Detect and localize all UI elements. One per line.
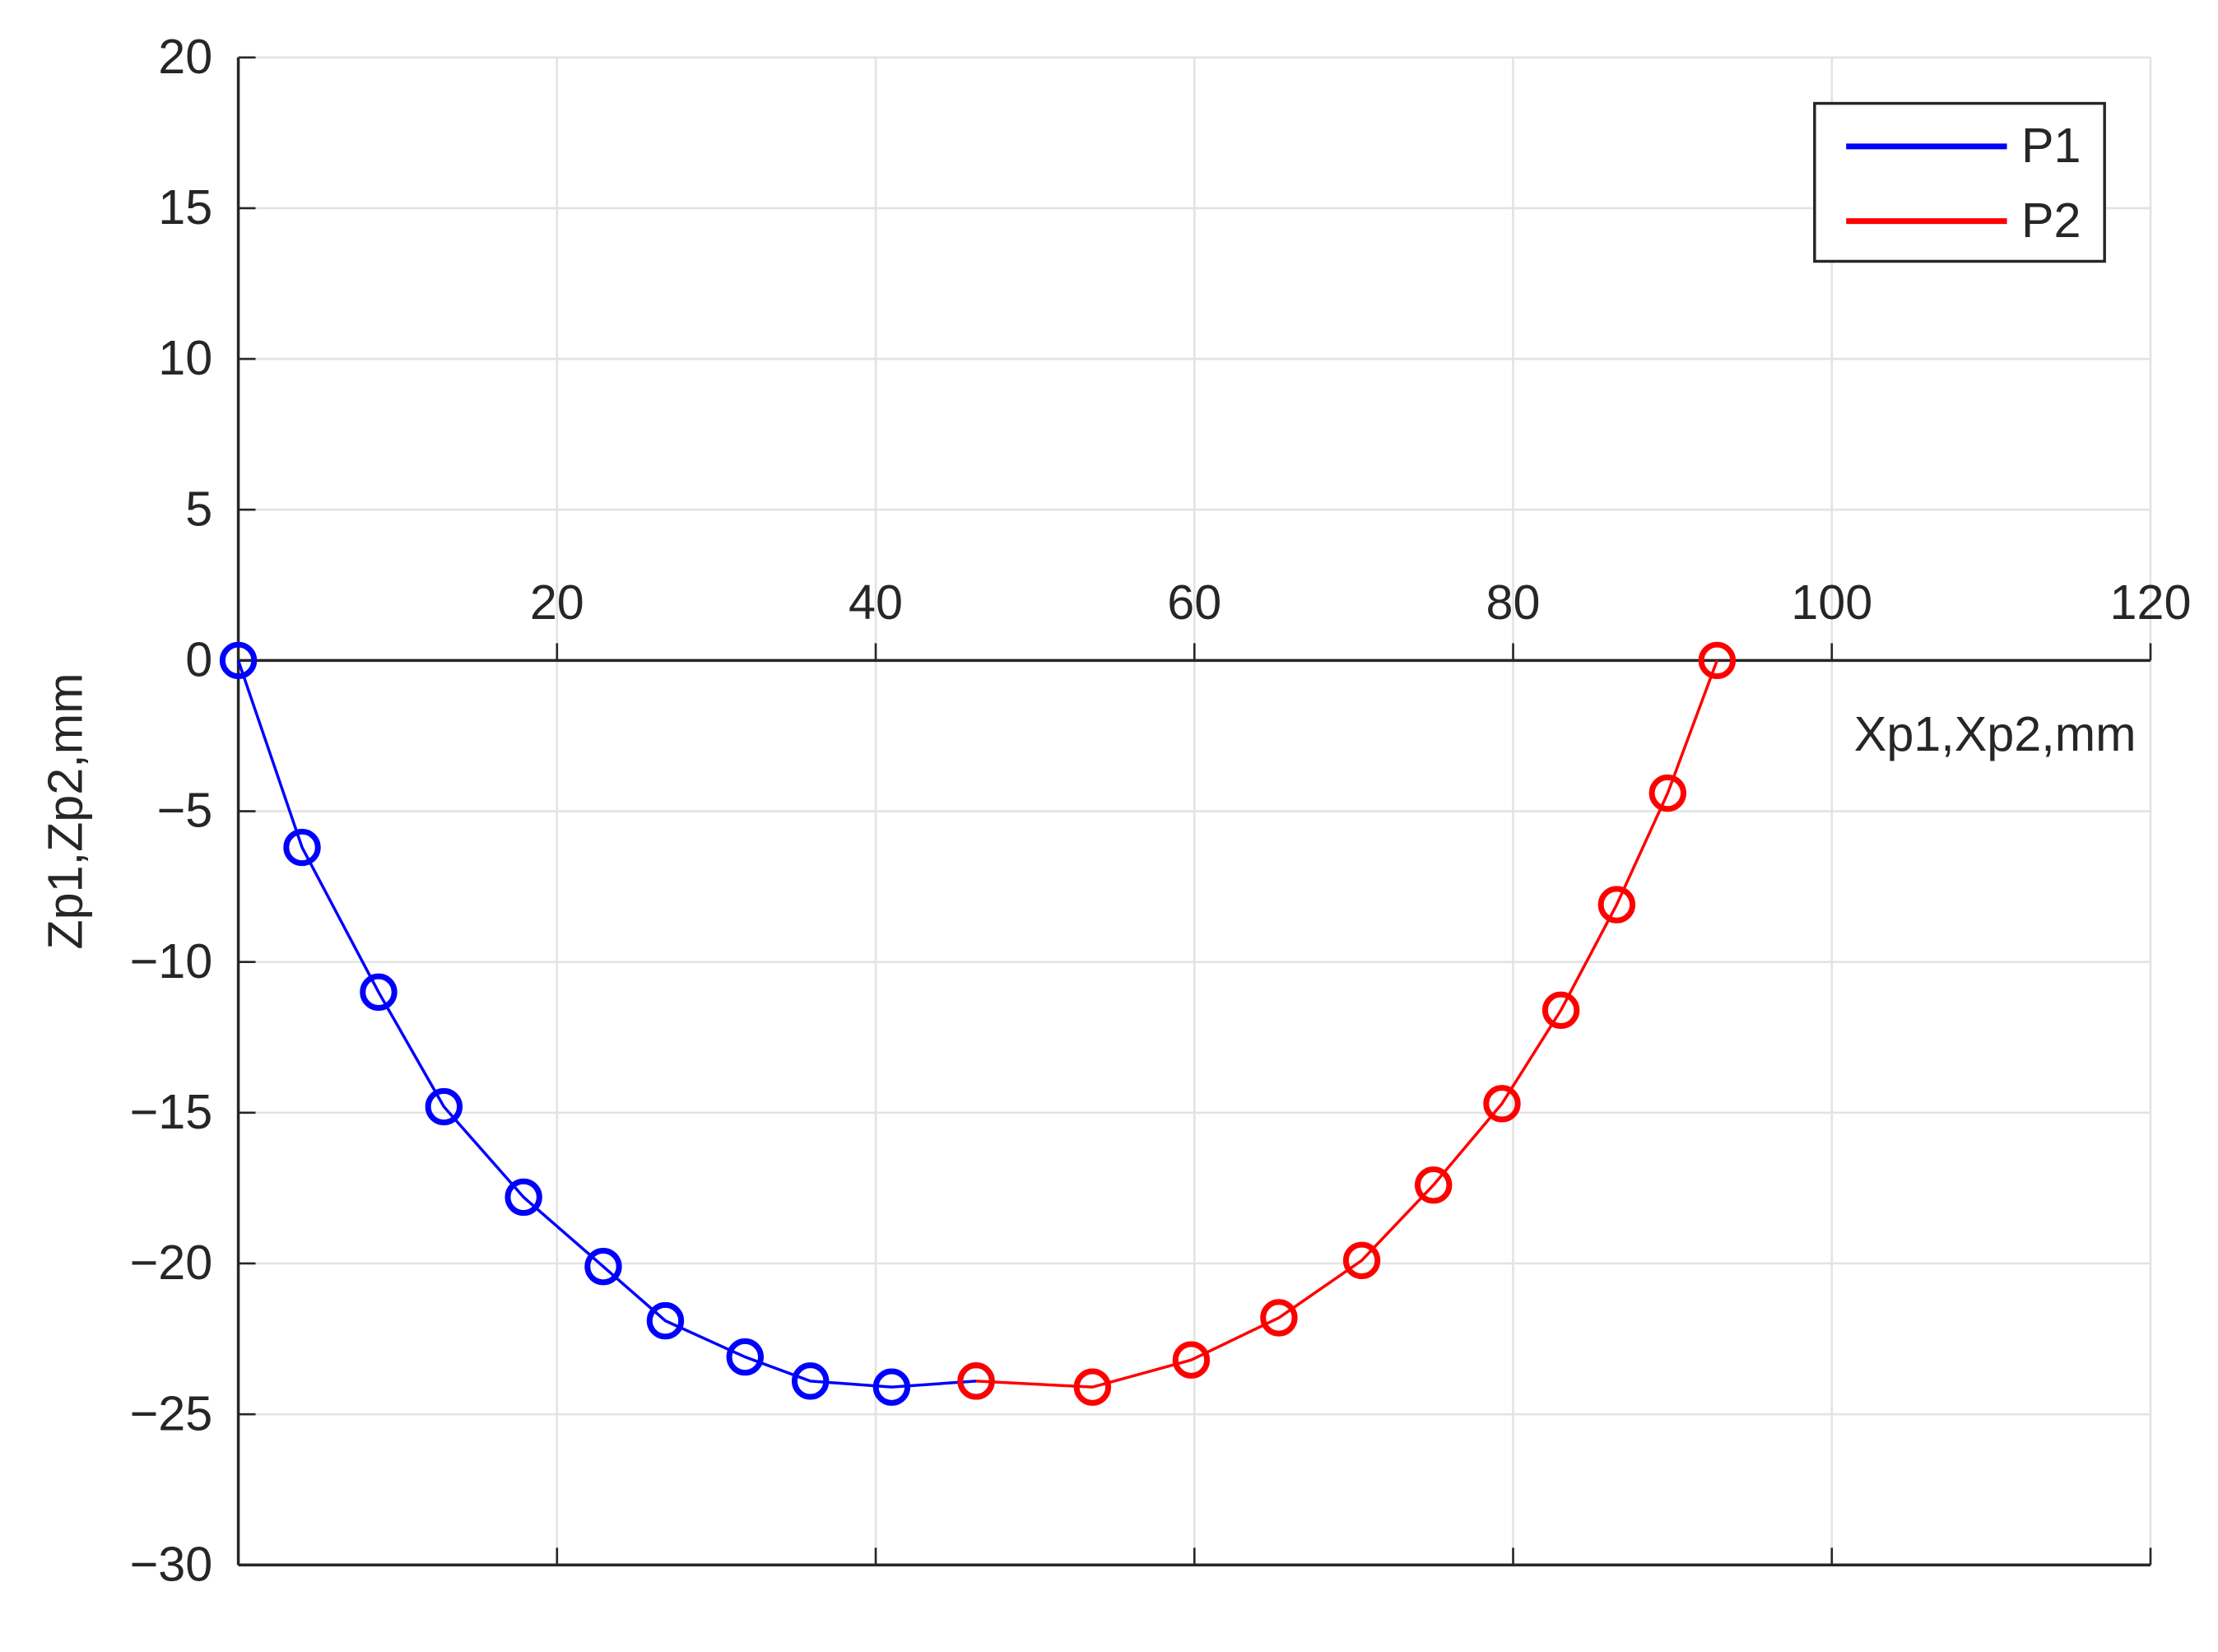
- marker: [219, 641, 258, 680]
- marker: [1260, 1299, 1298, 1337]
- marker: [283, 828, 321, 867]
- y-tick-label: −25: [130, 1385, 213, 1440]
- x-tick-label: 40: [849, 575, 903, 630]
- x-tick-label: 120: [2110, 575, 2192, 630]
- x-tick-label: 100: [1791, 575, 1872, 630]
- y-tick-label: −20: [130, 1235, 213, 1290]
- marker: [791, 1362, 830, 1400]
- legend-box: [1813, 101, 2106, 263]
- y-tick-label: −15: [130, 1084, 213, 1139]
- y-axis-label: Zp1,Zp2,mm: [37, 672, 92, 949]
- marker: [1698, 641, 1737, 680]
- marker: [1597, 886, 1636, 924]
- series-line: [236, 659, 977, 1389]
- x-tick-label: 60: [1167, 575, 1221, 630]
- y-tick-label: −30: [130, 1536, 213, 1591]
- series-line: [975, 659, 1718, 1389]
- y-tick-label: 10: [158, 330, 212, 385]
- marker: [1415, 1166, 1453, 1204]
- legend-label: P2: [2021, 193, 2081, 248]
- marker: [1172, 1341, 1211, 1379]
- x-axis-label: Xp1,Xp2,mm: [1854, 706, 2137, 761]
- y-tick-label: 0: [185, 632, 212, 687]
- marker: [957, 1362, 995, 1400]
- y-tick-label: 20: [158, 29, 212, 84]
- marker: [1483, 1085, 1521, 1123]
- marker: [1541, 991, 1580, 1029]
- x-tick-label: 80: [1486, 575, 1541, 630]
- marker: [360, 973, 398, 1011]
- marker: [872, 1368, 911, 1406]
- x-tick-label: 20: [530, 575, 584, 630]
- y-tick-label: −10: [130, 933, 213, 989]
- marker: [726, 1338, 764, 1376]
- y-tick-label: 5: [185, 481, 212, 536]
- y-tick-label: −5: [157, 783, 213, 838]
- marker: [1648, 774, 1687, 812]
- marker: [584, 1247, 622, 1286]
- marker: [1342, 1241, 1381, 1280]
- legend-label: P1: [2021, 118, 2081, 173]
- y-tick-label: 15: [158, 179, 212, 235]
- marker: [425, 1087, 463, 1126]
- marker: [1073, 1368, 1112, 1406]
- marker: [646, 1301, 685, 1340]
- marker: [505, 1178, 542, 1217]
